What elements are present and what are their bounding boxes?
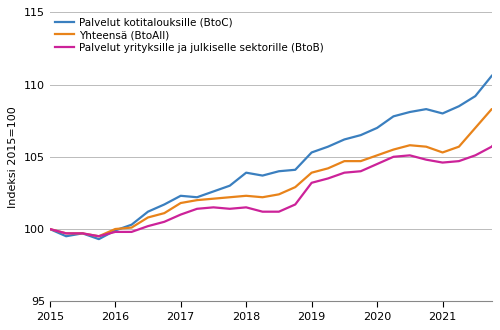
Palvelut kotitalouksille (BtoC) [162,203,168,207]
Palvelut kotitalouksille (BtoC) [308,150,314,154]
Palvelut yrityksille ja julkiselle sektorille (BtoB) [488,145,494,148]
Line: Yhteensä (BtoAll): Yhteensä (BtoAll) [50,109,500,236]
Palvelut yrityksille ja julkiselle sektorille (BtoB) [407,153,413,157]
Palvelut kotitalouksille (BtoC) [276,169,282,173]
Line: Palvelut yrityksille ja julkiselle sektorille (BtoB): Palvelut yrityksille ja julkiselle sekto… [50,128,500,236]
Y-axis label: Indeksi 2015=100: Indeksi 2015=100 [8,106,18,208]
Palvelut kotitalouksille (BtoC) [440,112,446,115]
Yhteensä (BtoAll) [325,166,331,170]
Palvelut kotitalouksille (BtoC) [374,126,380,130]
Yhteensä (BtoAll) [210,197,216,201]
Palvelut yrityksille ja julkiselle sektorille (BtoB) [423,158,429,162]
Yhteensä (BtoAll) [488,107,494,111]
Palvelut kotitalouksille (BtoC) [243,171,249,175]
Palvelut kotitalouksille (BtoC) [178,194,184,198]
Yhteensä (BtoAll) [260,195,266,199]
Yhteensä (BtoAll) [145,215,151,219]
Palvelut yrityksille ja julkiselle sektorille (BtoB) [342,171,347,175]
Yhteensä (BtoAll) [112,227,118,231]
Yhteensä (BtoAll) [342,159,347,163]
Palvelut yrityksille ja julkiselle sektorille (BtoB) [456,159,462,163]
Yhteensä (BtoAll) [276,192,282,196]
Palvelut kotitalouksille (BtoC) [390,115,396,118]
Palvelut kotitalouksille (BtoC) [63,234,69,238]
Palvelut yrityksille ja julkiselle sektorille (BtoB) [112,230,118,234]
Palvelut kotitalouksille (BtoC) [292,168,298,172]
Palvelut yrityksille ja julkiselle sektorille (BtoB) [210,205,216,209]
Palvelut kotitalouksille (BtoC) [488,74,494,78]
Palvelut kotitalouksille (BtoC) [342,138,347,142]
Palvelut kotitalouksille (BtoC) [210,189,216,193]
Palvelut yrityksille ja julkiselle sektorille (BtoB) [374,162,380,166]
Palvelut kotitalouksille (BtoC) [358,133,364,137]
Yhteensä (BtoAll) [472,126,478,130]
Palvelut yrityksille ja julkiselle sektorille (BtoB) [325,177,331,181]
Palvelut kotitalouksille (BtoC) [456,104,462,108]
Palvelut yrityksille ja julkiselle sektorille (BtoB) [308,181,314,185]
Palvelut kotitalouksille (BtoC) [194,195,200,199]
Palvelut yrityksille ja julkiselle sektorille (BtoB) [227,207,233,211]
Palvelut kotitalouksille (BtoC) [128,223,134,227]
Palvelut yrityksille ja julkiselle sektorille (BtoB) [390,155,396,159]
Palvelut kotitalouksille (BtoC) [96,237,102,241]
Palvelut kotitalouksille (BtoC) [407,110,413,114]
Palvelut kotitalouksille (BtoC) [260,174,266,178]
Palvelut yrityksille ja julkiselle sektorille (BtoB) [128,230,134,234]
Palvelut kotitalouksille (BtoC) [472,94,478,98]
Palvelut yrityksille ja julkiselle sektorille (BtoB) [243,205,249,209]
Palvelut kotitalouksille (BtoC) [47,227,53,231]
Yhteensä (BtoAll) [80,231,86,235]
Palvelut yrityksille ja julkiselle sektorille (BtoB) [276,210,282,214]
Palvelut yrityksille ja julkiselle sektorille (BtoB) [472,153,478,157]
Palvelut yrityksille ja julkiselle sektorille (BtoB) [145,224,151,228]
Palvelut yrityksille ja julkiselle sektorille (BtoB) [292,203,298,207]
Yhteensä (BtoAll) [374,153,380,157]
Yhteensä (BtoAll) [227,195,233,199]
Yhteensä (BtoAll) [358,159,364,163]
Yhteensä (BtoAll) [390,148,396,151]
Yhteensä (BtoAll) [162,211,168,215]
Yhteensä (BtoAll) [63,231,69,235]
Yhteensä (BtoAll) [407,143,413,147]
Yhteensä (BtoAll) [96,234,102,238]
Palvelut kotitalouksille (BtoC) [112,228,118,232]
Palvelut yrityksille ja julkiselle sektorille (BtoB) [358,169,364,173]
Yhteensä (BtoAll) [292,185,298,189]
Yhteensä (BtoAll) [440,150,446,154]
Palvelut kotitalouksille (BtoC) [145,210,151,214]
Yhteensä (BtoAll) [456,145,462,148]
Palvelut yrityksille ja julkiselle sektorille (BtoB) [63,231,69,235]
Palvelut yrityksille ja julkiselle sektorille (BtoB) [80,231,86,235]
Yhteensä (BtoAll) [243,194,249,198]
Palvelut yrityksille ja julkiselle sektorille (BtoB) [162,220,168,224]
Palvelut yrityksille ja julkiselle sektorille (BtoB) [47,227,53,231]
Palvelut yrityksille ja julkiselle sektorille (BtoB) [440,161,446,165]
Legend: Palvelut kotitalouksille (BtoC), Yhteensä (BtoAll), Palvelut yrityksille ja julk: Palvelut kotitalouksille (BtoC), Yhteens… [53,16,326,55]
Palvelut yrityksille ja julkiselle sektorille (BtoB) [96,234,102,238]
Yhteensä (BtoAll) [194,198,200,202]
Yhteensä (BtoAll) [47,227,53,231]
Palvelut kotitalouksille (BtoC) [80,231,86,235]
Palvelut yrityksille ja julkiselle sektorille (BtoB) [260,210,266,214]
Palvelut yrityksille ja julkiselle sektorille (BtoB) [178,213,184,216]
Yhteensä (BtoAll) [423,145,429,148]
Yhteensä (BtoAll) [308,171,314,175]
Yhteensä (BtoAll) [178,201,184,205]
Yhteensä (BtoAll) [128,226,134,230]
Palvelut kotitalouksille (BtoC) [325,145,331,148]
Palvelut yrityksille ja julkiselle sektorille (BtoB) [194,207,200,211]
Palvelut kotitalouksille (BtoC) [423,107,429,111]
Palvelut kotitalouksille (BtoC) [227,184,233,188]
Line: Palvelut kotitalouksille (BtoC): Palvelut kotitalouksille (BtoC) [50,60,500,239]
